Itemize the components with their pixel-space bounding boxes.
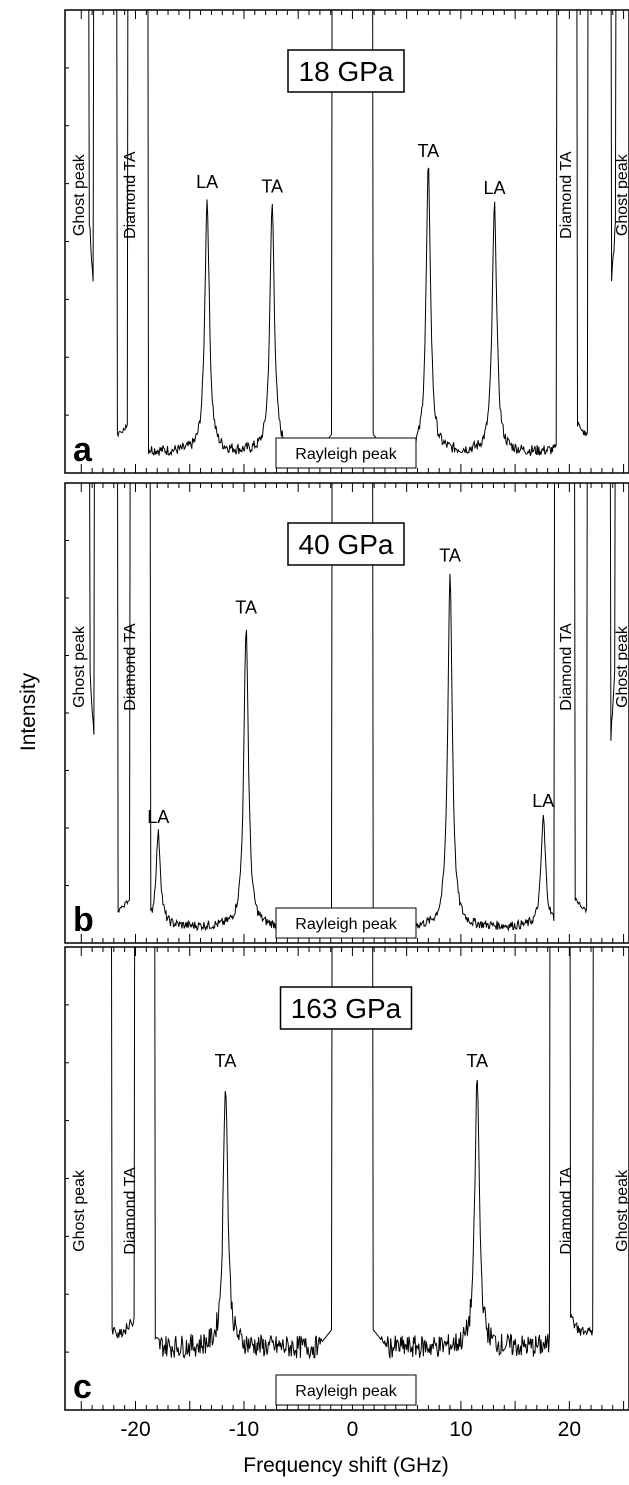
- pressure-label: 18 GPa: [299, 56, 394, 87]
- peak-label: TA: [235, 598, 257, 618]
- panel-letter: c: [73, 1368, 92, 1406]
- panel-b: 40 GPa Rayleigh peak b LA TA TA LA Ghost peak Di…: [64, 482, 629, 944]
- peak-label: TA: [261, 176, 283, 196]
- peak-label: TA: [418, 141, 440, 161]
- peak-label: LA: [196, 172, 218, 192]
- rayleigh-box: [275, 907, 417, 939]
- spectrum-line-b: [89, 483, 616, 933]
- ghost-peak-label: Ghost peak: [614, 1169, 629, 1252]
- rayleigh-box: [275, 1374, 417, 1406]
- diamond-ta-label: Diamond TA: [122, 1167, 139, 1255]
- pressure-box: [287, 49, 405, 93]
- y-axis-label: Intensity: [17, 672, 40, 751]
- panels-group: 18 GPa Rayleigh peak a LA TA TA LA Ghost peak Di…: [64, 9, 629, 1411]
- rayleigh-label: Rayleigh peak: [295, 1383, 397, 1400]
- diamond-ta-label: Diamond TA: [558, 1167, 575, 1255]
- x-tick-label: -10: [229, 1418, 259, 1441]
- ghost-peak-label: Ghost peak: [614, 625, 629, 708]
- peak-label: LA: [532, 791, 554, 811]
- ghost-peak-label: Ghost peak: [71, 1169, 88, 1252]
- rayleigh-box: [275, 437, 417, 469]
- ghost-peak-label: Ghost peak: [614, 153, 629, 236]
- x-axis-label: Frequency shift (GHz): [243, 1454, 448, 1477]
- x-tick-label: 10: [449, 1418, 472, 1441]
- panel-c: 163 GPa Rayleigh peak c TA TA Ghost peak Diamo…: [64, 946, 629, 1411]
- diamond-ta-label: Diamond TA: [558, 151, 575, 239]
- pressure-label: 40 GPa: [299, 529, 394, 560]
- x-tick-label: -20: [120, 1418, 150, 1441]
- spectrum-line-a: [88, 10, 617, 457]
- rayleigh-label: Rayleigh peak: [295, 916, 397, 933]
- peak-label: TA: [215, 1051, 237, 1071]
- pressure-label: 163 GPa: [291, 993, 402, 1024]
- diamond-ta-label: Diamond TA: [122, 151, 139, 239]
- rayleigh-label: Rayleigh peak: [295, 446, 397, 463]
- diamond-ta-label: Diamond TA: [122, 623, 139, 711]
- diamond-ta-label: Diamond TA: [558, 623, 575, 711]
- panel-a: 18 GPa Rayleigh peak a LA TA TA LA Ghost peak Di…: [64, 9, 629, 474]
- x-tick-label: 20: [558, 1418, 581, 1441]
- panel-letter: a: [73, 431, 93, 469]
- pressure-box: [279, 986, 413, 1030]
- peak-label: TA: [466, 1051, 488, 1071]
- peak-label: TA: [439, 546, 461, 566]
- x-axis: -20 -10 0 10 20: [120, 1418, 581, 1441]
- spectrum-line-c: [111, 947, 594, 1360]
- panel-letter: b: [73, 901, 94, 939]
- pressure-box: [287, 522, 405, 566]
- peak-label: LA: [147, 807, 169, 827]
- ghost-peak-label: Ghost peak: [71, 625, 88, 708]
- peak-label: LA: [483, 178, 505, 198]
- x-tick-label: 0: [347, 1418, 359, 1441]
- ghost-peak-label: Ghost peak: [71, 153, 88, 236]
